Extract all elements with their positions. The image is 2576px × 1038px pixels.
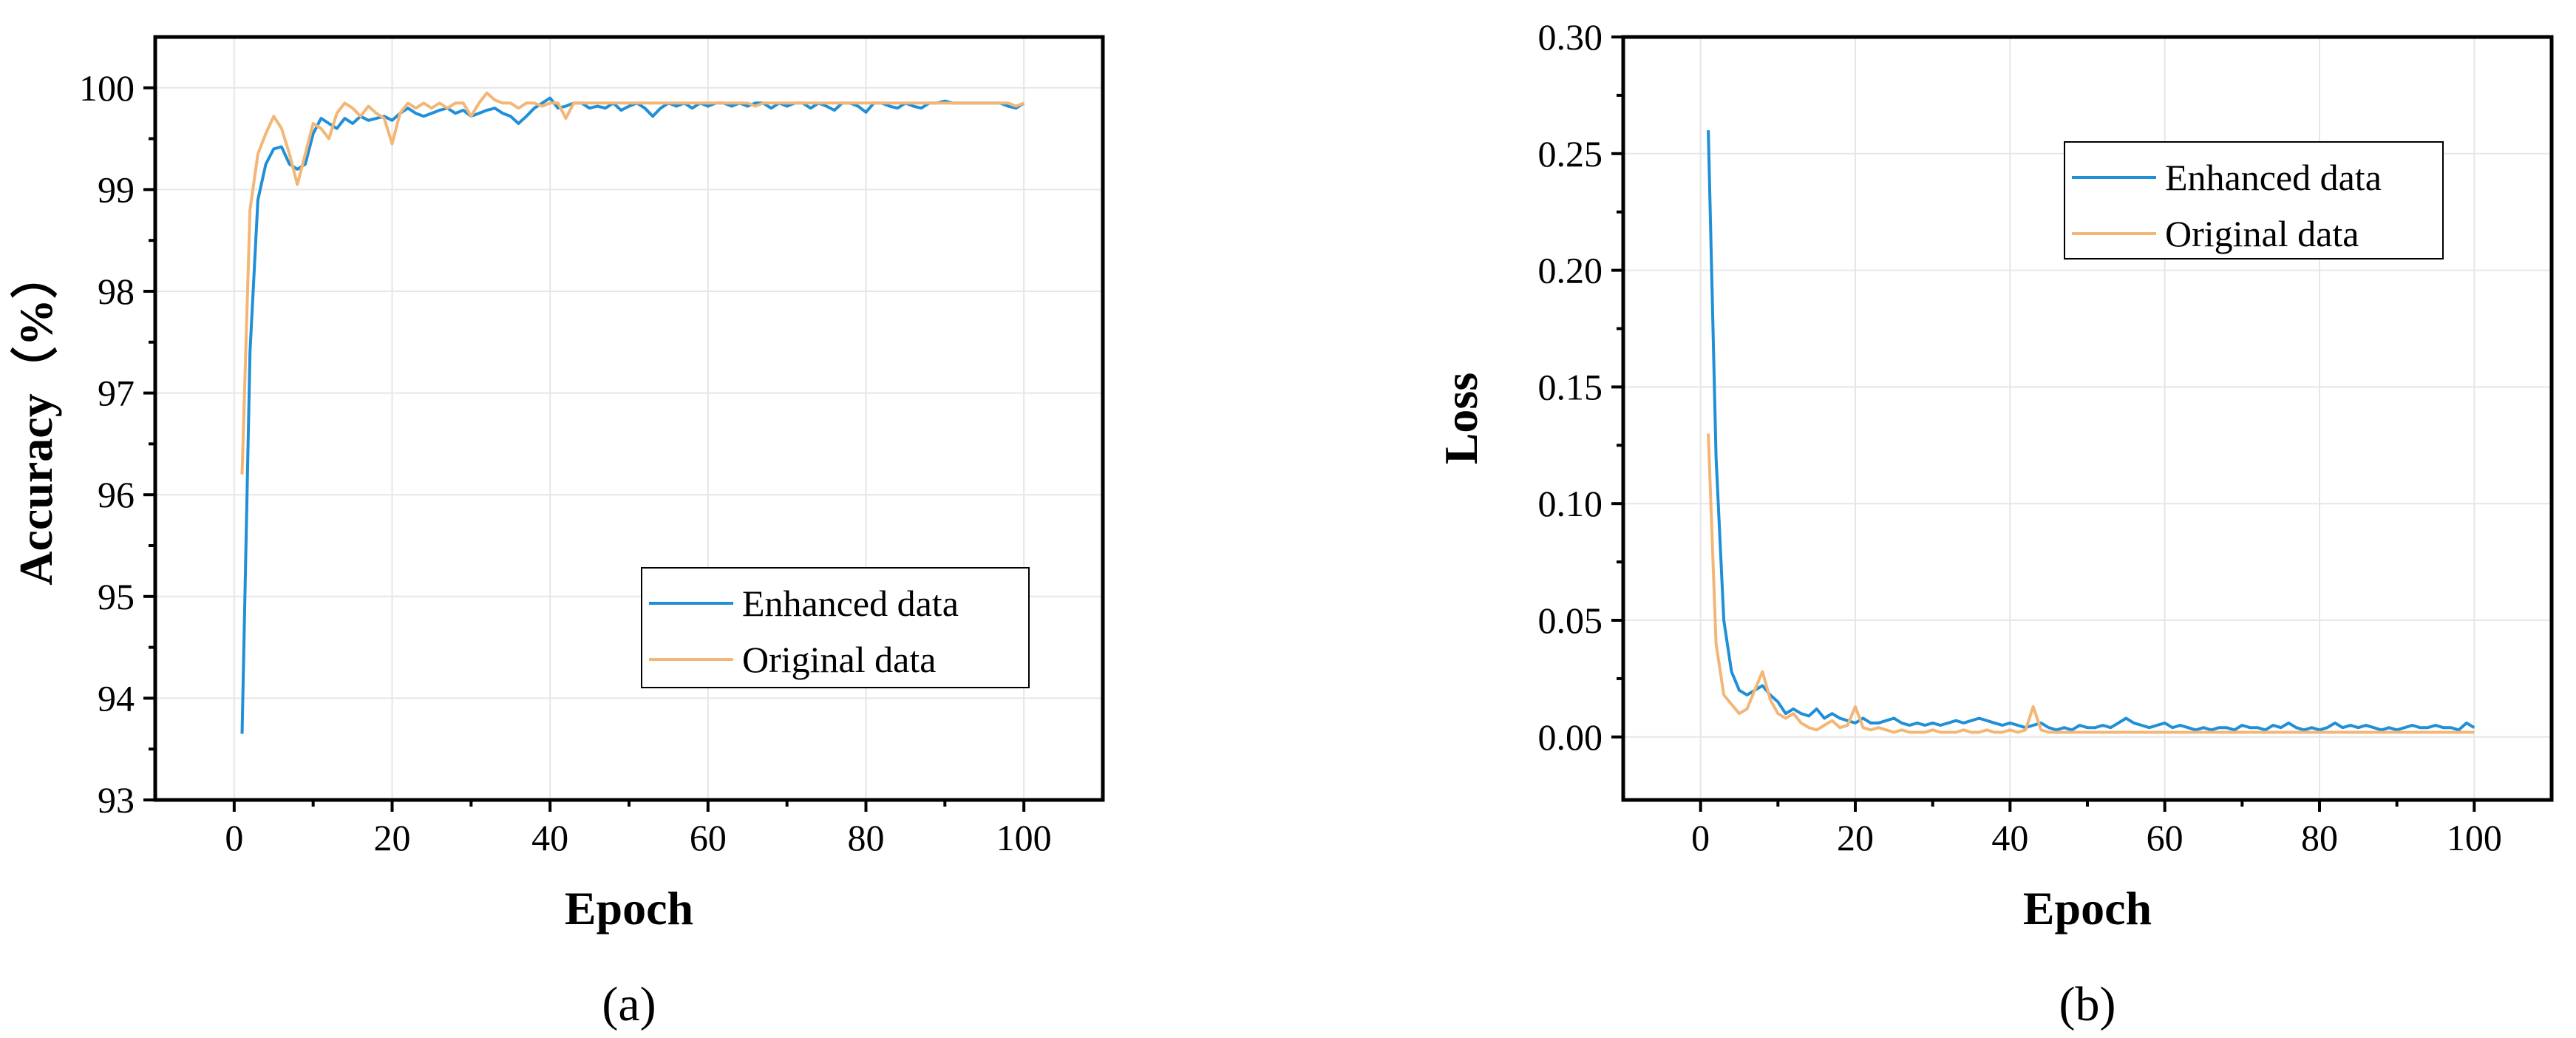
chart-a-legend-label-original-data: Original data	[742, 639, 936, 680]
chart-a-series-enhanced-data-line	[240, 96, 1025, 734]
chart-a-x-tick-label: 60	[690, 817, 727, 858]
chart-a-y-tick-label: 99	[98, 169, 135, 210]
chart-b-y-tick-label: 0.05	[1538, 600, 1603, 641]
chart-a-y-tick-label: 97	[98, 373, 135, 414]
chart-a-panel-label: (a)	[602, 977, 656, 1031]
chart-b-y-tick-label: 0.10	[1538, 483, 1603, 524]
chart-b-x-tick-label: 60	[2147, 817, 2184, 858]
chart-a-y-tick-label: 93	[98, 779, 135, 821]
chart-b-panel-label: (b)	[2059, 977, 2116, 1031]
chart-b-legend-label-original-data: Original data	[2165, 213, 2359, 254]
chart-a-y-tick-label: 100	[79, 67, 135, 109]
chart-b-x-tick-label: 100	[2447, 817, 2502, 858]
chart-b-series-enhanced-data-line	[1707, 130, 2475, 732]
chart-a-y-tick-label: 98	[98, 271, 135, 312]
chart-a-legend-box	[641, 567, 1030, 688]
chart-a-x-tick-label: 80	[848, 817, 885, 858]
chart-b-y-tick-label: 0.30	[1538, 16, 1603, 58]
chart-a-x-axis-title: Epoch	[565, 882, 693, 934]
panel-b-loss: 0 20 40 60 80 100 0.00 0.05 0.10 0.15 0.20 0.25 0.30…	[1435, 16, 2554, 1031]
chart-b-x-tick-label: 80	[2301, 817, 2338, 858]
chart-a-x-tick-label: 40	[531, 817, 568, 858]
chart-b-y-tick-label: 0.00	[1538, 716, 1603, 758]
chart-b-x-axis-title: Epoch	[2023, 882, 2152, 934]
chart-a-y-axis-title: Accuracy（%）	[10, 251, 62, 585]
chart-b-y-axis-title: Loss	[1435, 373, 1487, 465]
chart-a-x-tick-label: 0	[225, 817, 243, 858]
chart-a-y-tick-label: 94	[98, 677, 135, 719]
chart-b-series-original-data-line	[1707, 433, 2475, 734]
chart-a-x-tick-label: 100	[996, 817, 1052, 858]
chart-a-x-tick-label: 20	[374, 817, 411, 858]
chart-b-x-tick-label: 0	[1691, 817, 1710, 858]
chart-b-x-tick-label: 20	[1837, 817, 1874, 858]
chart-b-legend-label-enhanced-data: Enhanced data	[2165, 157, 2382, 198]
chart-b-x-tick-label: 40	[1991, 817, 2028, 858]
chart-a-legend-label-enhanced-data: Enhanced data	[742, 583, 959, 624]
chart-a-series-original-data-line	[240, 91, 1024, 475]
chart-b-y-tick-label: 0.25	[1538, 133, 1603, 174]
chart-b-y-tick-label: 0.20	[1538, 250, 1603, 291]
chart-a-y-tick-label: 96	[98, 474, 135, 515]
chart-b-y-tick-label: 0.15	[1538, 366, 1603, 407]
chart-a-y-tick-label: 95	[98, 576, 135, 617]
chart-b-legend-box	[2064, 141, 2444, 260]
panel-a-accuracy: 0 20 40 60 80 100 93 94 95 96 97 98 99 100 Epoch Accura…	[10, 35, 1105, 1031]
